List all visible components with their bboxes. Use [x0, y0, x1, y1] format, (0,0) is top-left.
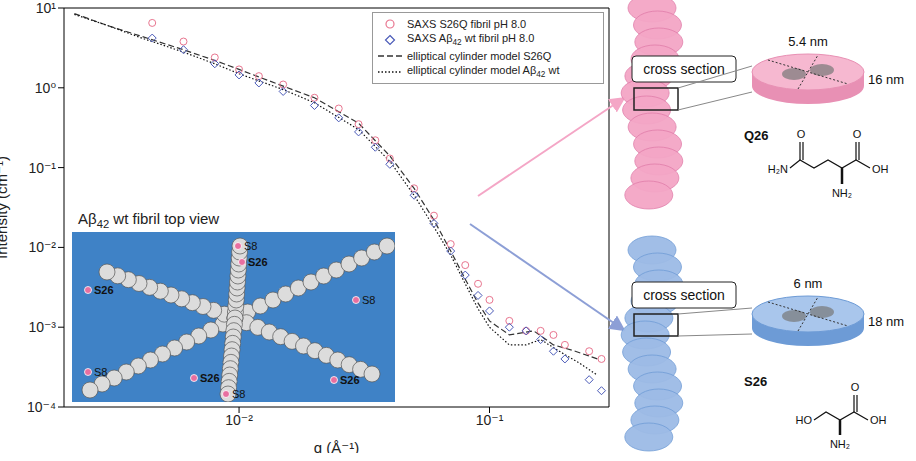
html-text:SAXS Aβ42wt fibril pH 8.0: SAXS Aβ42wt fibril pH 8.0 [407, 32, 535, 48]
svg-text:NH₂: NH₂ [832, 187, 852, 199]
svg-text:S8: S8 [362, 294, 375, 306]
svg-text:18 nm: 18 nm [868, 314, 904, 329]
svg-text:O: O [797, 128, 806, 140]
svg-text:S8: S8 [244, 240, 257, 252]
svg-text:cross section: cross section [643, 61, 725, 77]
svg-text:10⁻³: 10⁻³ [28, 319, 56, 335]
svg-text:H₂N: H₂N [768, 163, 788, 175]
svg-text:Intensity (cm⁻¹): Intensity (cm⁻¹) [0, 156, 10, 259]
svg-text:Q26: Q26 [744, 128, 769, 143]
svg-text:OH: OH [870, 414, 887, 426]
svg-text:cross section: cross section [643, 287, 725, 303]
html-text:elliptical cylinder model Aβ42: elliptical cylinder model Aβ42wt [407, 64, 560, 80]
svg-text:10¹: 10¹ [36, 0, 57, 16]
svg-text:5.4 nm: 5.4 nm [788, 34, 828, 49]
svg-text:10⁻²: 10⁻² [225, 412, 253, 428]
svg-text:S8: S8 [232, 388, 245, 400]
svg-text:10⁰: 10⁰ [35, 80, 57, 96]
svg-text:S26: S26 [340, 374, 360, 386]
svg-text:NH₂: NH₂ [830, 438, 850, 450]
svg-text:q (Å⁻¹): q (Å⁻¹) [314, 439, 359, 453]
html-text:Aβ42wt fibril top view: Aβ42wt fibril top view [78, 210, 220, 230]
svg-text:6 nm: 6 nm [794, 276, 823, 291]
svg-text:16 nm: 16 nm [868, 72, 904, 87]
svg-text:OH: OH [872, 163, 889, 175]
html-text:elliptical cylinder model S26Q: elliptical cylinder model S26Q [407, 50, 552, 62]
svg-text:O: O [851, 381, 860, 393]
svg-text:S26: S26 [744, 374, 767, 389]
svg-text:S8: S8 [94, 366, 107, 378]
svg-text:S26: S26 [200, 372, 220, 384]
svg-text:O: O [853, 128, 862, 140]
svg-text:10⁻⁴: 10⁻⁴ [27, 399, 56, 415]
svg-text:10⁻¹: 10⁻¹ [476, 412, 504, 428]
svg-text:HO: HO [796, 414, 813, 426]
html-text:SAXS S26Q fibril pH 8.0: SAXS S26Q fibril pH 8.0 [407, 18, 527, 30]
svg-text:S26: S26 [94, 284, 114, 296]
svg-text:10⁻¹: 10⁻¹ [28, 160, 56, 176]
svg-text:10⁻²: 10⁻² [28, 239, 56, 255]
svg-text:S26: S26 [248, 256, 268, 268]
